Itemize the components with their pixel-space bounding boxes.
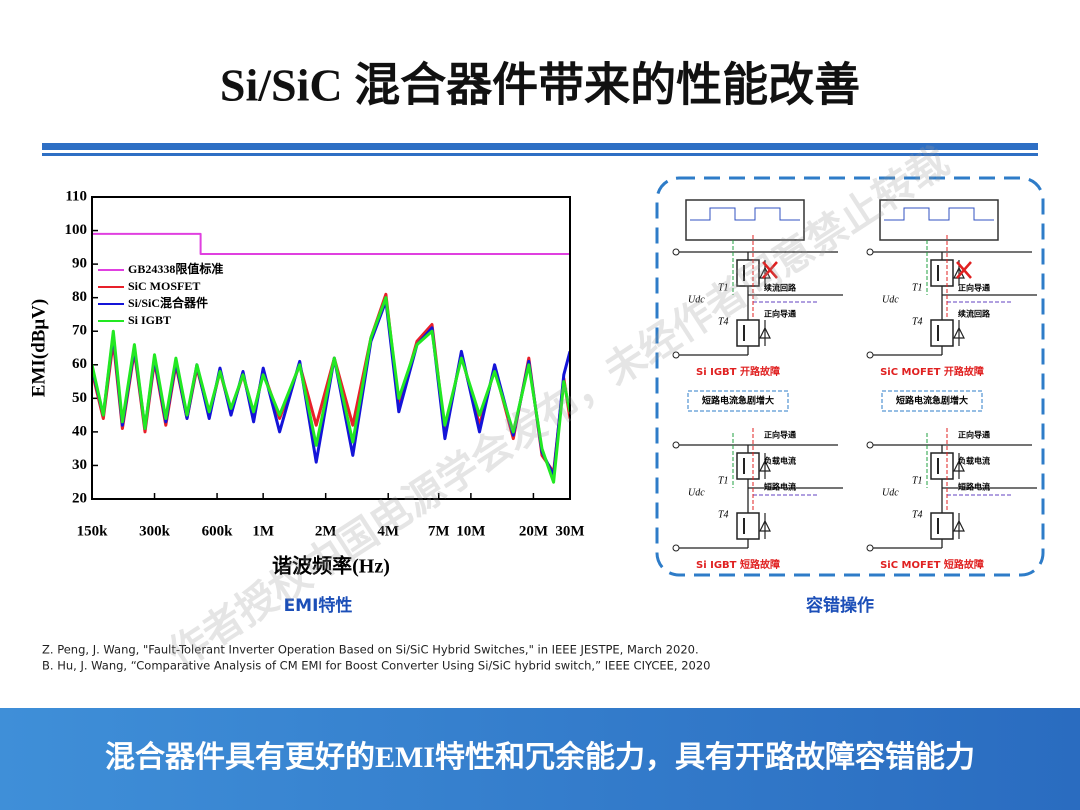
chart: 20 30 40 50 60 70 80 90 100 110 150k 300k 600k 1M 2M 4M… xyxy=(28,188,584,616)
legend-label: SiC MOSFET xyxy=(128,279,200,293)
switch xyxy=(736,319,760,347)
note: 正向导通 xyxy=(958,430,990,440)
symbol: T1 xyxy=(912,475,923,486)
symbol: T4 xyxy=(912,509,923,520)
y-tick-label: 20 xyxy=(72,490,87,506)
reference: Z. Peng, J. Wang, "Fault-Tolerant Invert… xyxy=(42,643,699,657)
fault-x xyxy=(762,261,778,279)
symbol: T4 xyxy=(718,509,729,520)
terminal xyxy=(866,441,874,449)
symbol: T4 xyxy=(912,316,923,327)
panel-caption: SiC MOFET 开路故障 xyxy=(880,365,984,378)
switch xyxy=(930,512,954,540)
box-label: 短路电流急剧增大 xyxy=(702,395,774,407)
diagram-frame xyxy=(655,176,1045,577)
note: 负载电流 xyxy=(764,456,796,466)
plot-area xyxy=(92,197,570,499)
series-line xyxy=(92,296,570,484)
rule xyxy=(42,143,1038,150)
terminal xyxy=(672,248,680,256)
panel-caption: Si IGBT 短路故障 xyxy=(696,558,780,571)
note: 短路电流 xyxy=(764,482,796,492)
symbol: T1 xyxy=(718,475,729,486)
reference: B. Hu, J. Wang, “Comparative Analysis of… xyxy=(42,659,711,673)
switch xyxy=(930,259,954,287)
y-tick-label: 110 xyxy=(65,188,87,204)
banner-bg xyxy=(0,708,1080,810)
symbol: T1 xyxy=(718,282,729,293)
x-tick-label: 30M xyxy=(555,523,584,539)
x-tick-label: 7M xyxy=(428,523,450,539)
x-tick-label: 150k xyxy=(77,523,109,539)
symbol: T1 xyxy=(912,282,923,293)
y-tick-label: 60 xyxy=(72,356,87,372)
note: 负载电流 xyxy=(958,456,990,466)
series-line xyxy=(92,232,570,255)
terminal xyxy=(866,248,874,256)
label-box xyxy=(687,390,789,412)
x-tick-label: 20M xyxy=(519,523,548,539)
y-axis-label: EMI(dBμV) xyxy=(28,299,49,397)
terminal xyxy=(866,544,874,552)
y-tick-label: 70 xyxy=(72,323,87,339)
x-tick-label: 2M xyxy=(315,523,337,539)
y-tick-label: 80 xyxy=(72,289,87,305)
terminal xyxy=(672,441,680,449)
panel-caption: Si IGBT 开路故障 xyxy=(696,365,780,378)
legend-label: GB24338限值标准 xyxy=(128,261,223,276)
chart-caption: EMI特性 xyxy=(284,595,353,616)
waveform-trace xyxy=(884,207,994,221)
y-tick-label: 90 xyxy=(72,256,87,272)
x-tick-label: 600k xyxy=(202,523,234,539)
panel-caption: SiC MOFET 短路故障 xyxy=(880,558,984,571)
switch xyxy=(736,512,760,540)
title: Si/SiC 混合器件带来的性能改善 xyxy=(220,60,860,111)
note: 短路电流 xyxy=(958,482,990,492)
terminal xyxy=(866,351,874,359)
waveform-trace xyxy=(690,207,800,221)
plot-frame xyxy=(91,196,571,500)
terminal xyxy=(672,351,680,359)
note: 正向导通 xyxy=(764,309,796,319)
switch xyxy=(930,319,954,347)
x-tick-label: 10M xyxy=(456,523,485,539)
symbol: Udc xyxy=(882,487,899,498)
symbol: Udc xyxy=(882,294,899,305)
symbol: Udc xyxy=(688,487,705,498)
note: 续流回路 xyxy=(764,283,797,293)
switch xyxy=(736,452,760,480)
box-label: 短路电流急剧增大 xyxy=(896,395,968,407)
note: 正向导通 xyxy=(958,283,990,293)
symbol: T4 xyxy=(718,316,729,327)
legend-label: Si IGBT xyxy=(128,313,171,327)
x-tick-label: 300k xyxy=(139,523,171,539)
note: 续流回路 xyxy=(958,309,991,319)
banner: 混合器件具有更好的EMI特性和冗余能力，具有开路故障容错能力 xyxy=(105,740,975,774)
x-tick-label: 4M xyxy=(377,523,399,539)
switch xyxy=(930,452,954,480)
rule xyxy=(42,153,1038,156)
y-tick-label: 50 xyxy=(72,390,87,406)
fault-x xyxy=(956,261,972,279)
label-box xyxy=(881,390,983,412)
x-tick-label: 1M xyxy=(252,523,274,539)
symbol: Udc xyxy=(688,294,705,305)
terminal xyxy=(672,544,680,552)
y-tick-label: 40 xyxy=(72,423,87,439)
x-axis-label: 谐波频率(Hz) xyxy=(272,554,390,578)
y-tick-label: 100 xyxy=(65,222,88,238)
diagram-caption: 容错操作 xyxy=(806,595,874,616)
legend-label: Si/SiC混合器件 xyxy=(128,295,208,310)
note: 正向导通 xyxy=(764,430,796,440)
y-tick-label: 30 xyxy=(72,457,87,473)
